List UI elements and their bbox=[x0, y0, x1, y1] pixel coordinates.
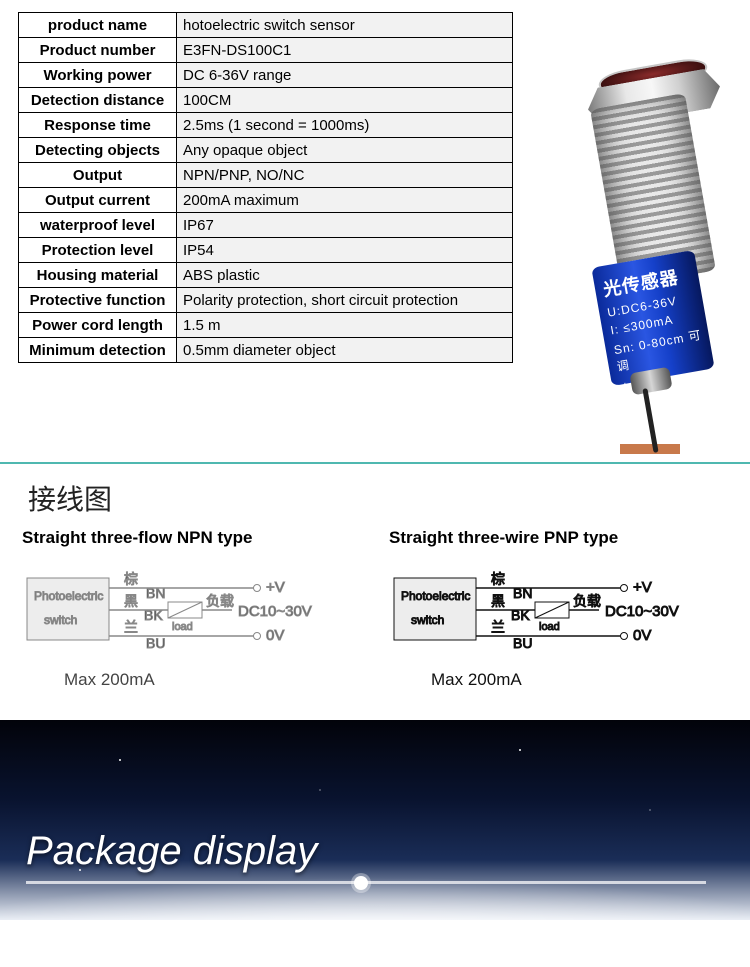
spec-key: waterproof level bbox=[19, 213, 177, 238]
table-row: Power cord length1.5 m bbox=[19, 313, 513, 338]
svg-text:+V: +V bbox=[266, 579, 285, 596]
package-display-title: Package display bbox=[26, 829, 317, 874]
spec-value: IP54 bbox=[177, 238, 513, 263]
svg-text:Photoelectric: Photoelectric bbox=[401, 589, 470, 603]
svg-text:兰: 兰 bbox=[124, 619, 138, 635]
table-row: product namehotoelectric switch sensor bbox=[19, 13, 513, 38]
svg-text:黑: 黑 bbox=[124, 593, 138, 609]
spec-key: Response time bbox=[19, 113, 177, 138]
spec-table-body: product namehotoelectric switch sensorPr… bbox=[19, 13, 513, 363]
spec-value: E3FN-DS100C1 bbox=[177, 38, 513, 63]
table-row: waterproof levelIP67 bbox=[19, 213, 513, 238]
spec-key: Housing material bbox=[19, 263, 177, 288]
spec-value: IP67 bbox=[177, 213, 513, 238]
npn-box-top: Photoelectric bbox=[34, 589, 103, 603]
spec-value: NPN/PNP, NO/NC bbox=[177, 163, 513, 188]
package-display-banner: Package display bbox=[0, 720, 750, 920]
spec-key: Output bbox=[19, 163, 177, 188]
svg-text:BK: BK bbox=[144, 607, 163, 623]
spec-key: Protective function bbox=[19, 288, 177, 313]
svg-text:兰: 兰 bbox=[491, 619, 505, 635]
svg-text:DC10~30V: DC10~30V bbox=[605, 603, 679, 620]
wiring-diagram-npn: Straight three-flow NPN type Photoelectr… bbox=[22, 528, 361, 690]
table-row: Response time2.5ms (1 second = 1000ms) bbox=[19, 113, 513, 138]
table-row: Protection levelIP54 bbox=[19, 238, 513, 263]
spec-value: 1.5 m bbox=[177, 313, 513, 338]
sensor-label-band: 光传感器 U:DC6-36V I: ≤300mA Sn: 0-80cm 可调 有… bbox=[591, 250, 714, 386]
spec-table: product namehotoelectric switch sensorPr… bbox=[18, 12, 513, 363]
spec-value: DC 6-36V range bbox=[177, 63, 513, 88]
spec-value: Polarity protection, short circuit prote… bbox=[177, 288, 513, 313]
table-row: Working powerDC 6-36V range bbox=[19, 63, 513, 88]
table-row: Detection distance100CM bbox=[19, 88, 513, 113]
package-display-dot bbox=[354, 876, 368, 890]
table-row: Protective functionPolarity protection, … bbox=[19, 288, 513, 313]
svg-text:BN: BN bbox=[513, 585, 532, 601]
spec-key: Working power bbox=[19, 63, 177, 88]
wiring-npn-caption: Max 200mA bbox=[64, 670, 361, 690]
spec-value: 0.5mm diameter object bbox=[177, 338, 513, 363]
svg-text:switch: switch bbox=[411, 613, 444, 627]
spec-key: Detecting objects bbox=[19, 138, 177, 163]
svg-text:0V: 0V bbox=[266, 627, 284, 644]
svg-text:load: load bbox=[539, 621, 560, 633]
spec-value: 200mA maximum bbox=[177, 188, 513, 213]
spec-value: ABS plastic bbox=[177, 263, 513, 288]
table-row: Housing materialABS plastic bbox=[19, 263, 513, 288]
table-row: Minimum detection0.5mm diameter object bbox=[19, 338, 513, 363]
wiring-pnp-title: Straight three-wire PNP type bbox=[389, 528, 728, 548]
svg-text:BU: BU bbox=[146, 635, 165, 651]
table-row: Product numberE3FN-DS100C1 bbox=[19, 38, 513, 63]
wiring-section-title: 接线图 bbox=[28, 478, 750, 518]
spec-value: 2.5ms (1 second = 1000ms) bbox=[177, 113, 513, 138]
svg-text:+V: +V bbox=[633, 579, 652, 596]
svg-text:负载: 负载 bbox=[573, 593, 601, 609]
svg-text:load: load bbox=[172, 621, 193, 633]
table-row: Output current200mA maximum bbox=[19, 188, 513, 213]
wiring-pnp-svg: Photoelectric switch 棕 BN +V 黑 BK load 负… bbox=[389, 558, 719, 668]
svg-text:DC10~30V: DC10~30V bbox=[238, 603, 312, 620]
spec-value: Any opaque object bbox=[177, 138, 513, 163]
spec-key: Product number bbox=[19, 38, 177, 63]
table-row: Detecting objectsAny opaque object bbox=[19, 138, 513, 163]
svg-text:棕: 棕 bbox=[491, 571, 505, 587]
spec-value: hotoelectric switch sensor bbox=[177, 13, 513, 38]
spec-key: Minimum detection bbox=[19, 338, 177, 363]
svg-text:棕: 棕 bbox=[124, 571, 138, 587]
svg-text:黑: 黑 bbox=[491, 593, 505, 609]
spec-key: Detection distance bbox=[19, 88, 177, 113]
wiring-row: Straight three-flow NPN type Photoelectr… bbox=[0, 528, 750, 720]
spec-key: Output current bbox=[19, 188, 177, 213]
wiring-diagram-pnp: Straight three-wire PNP type Photoelectr… bbox=[389, 528, 728, 690]
svg-text:0V: 0V bbox=[633, 627, 651, 644]
product-illustration: 光传感器 U:DC6-36V I: ≤300mA Sn: 0-80cm 可调 有… bbox=[513, 20, 743, 450]
svg-text:BN: BN bbox=[146, 585, 165, 601]
npn-box-bottom: switch bbox=[44, 613, 77, 627]
wiring-npn-title: Straight three-flow NPN type bbox=[22, 528, 361, 548]
svg-text:负载: 负载 bbox=[206, 593, 234, 609]
spec-key: Power cord length bbox=[19, 313, 177, 338]
spec-key: Protection level bbox=[19, 238, 177, 263]
sensor-cable bbox=[642, 388, 658, 453]
top-section: product namehotoelectric switch sensorPr… bbox=[0, 0, 750, 450]
divider-line bbox=[0, 462, 750, 464]
svg-text:BK: BK bbox=[511, 607, 530, 623]
svg-text:BU: BU bbox=[513, 635, 532, 651]
spec-value: 100CM bbox=[177, 88, 513, 113]
spec-key: product name bbox=[19, 13, 177, 38]
wiring-npn-svg: Photoelectric switch 棕 BN +V 黑 BK load 负… bbox=[22, 558, 352, 668]
wiring-pnp-caption: Max 200mA bbox=[431, 670, 728, 690]
table-row: OutputNPN/PNP, NO/NC bbox=[19, 163, 513, 188]
